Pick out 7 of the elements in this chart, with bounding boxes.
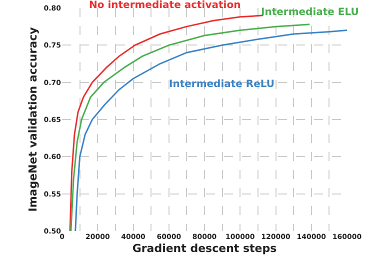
- series-label: Intermediate ReLU: [169, 79, 275, 90]
- x-axis-title: Gradient descent steps: [132, 242, 278, 256]
- line-series: [74, 30, 347, 231]
- y-axis-title: ImageNet validation accuracy: [26, 27, 40, 212]
- series-label: No intermediate activation: [89, 0, 241, 11]
- series-label: Intermediate ELU: [261, 7, 359, 18]
- line-series: [70, 24, 310, 231]
